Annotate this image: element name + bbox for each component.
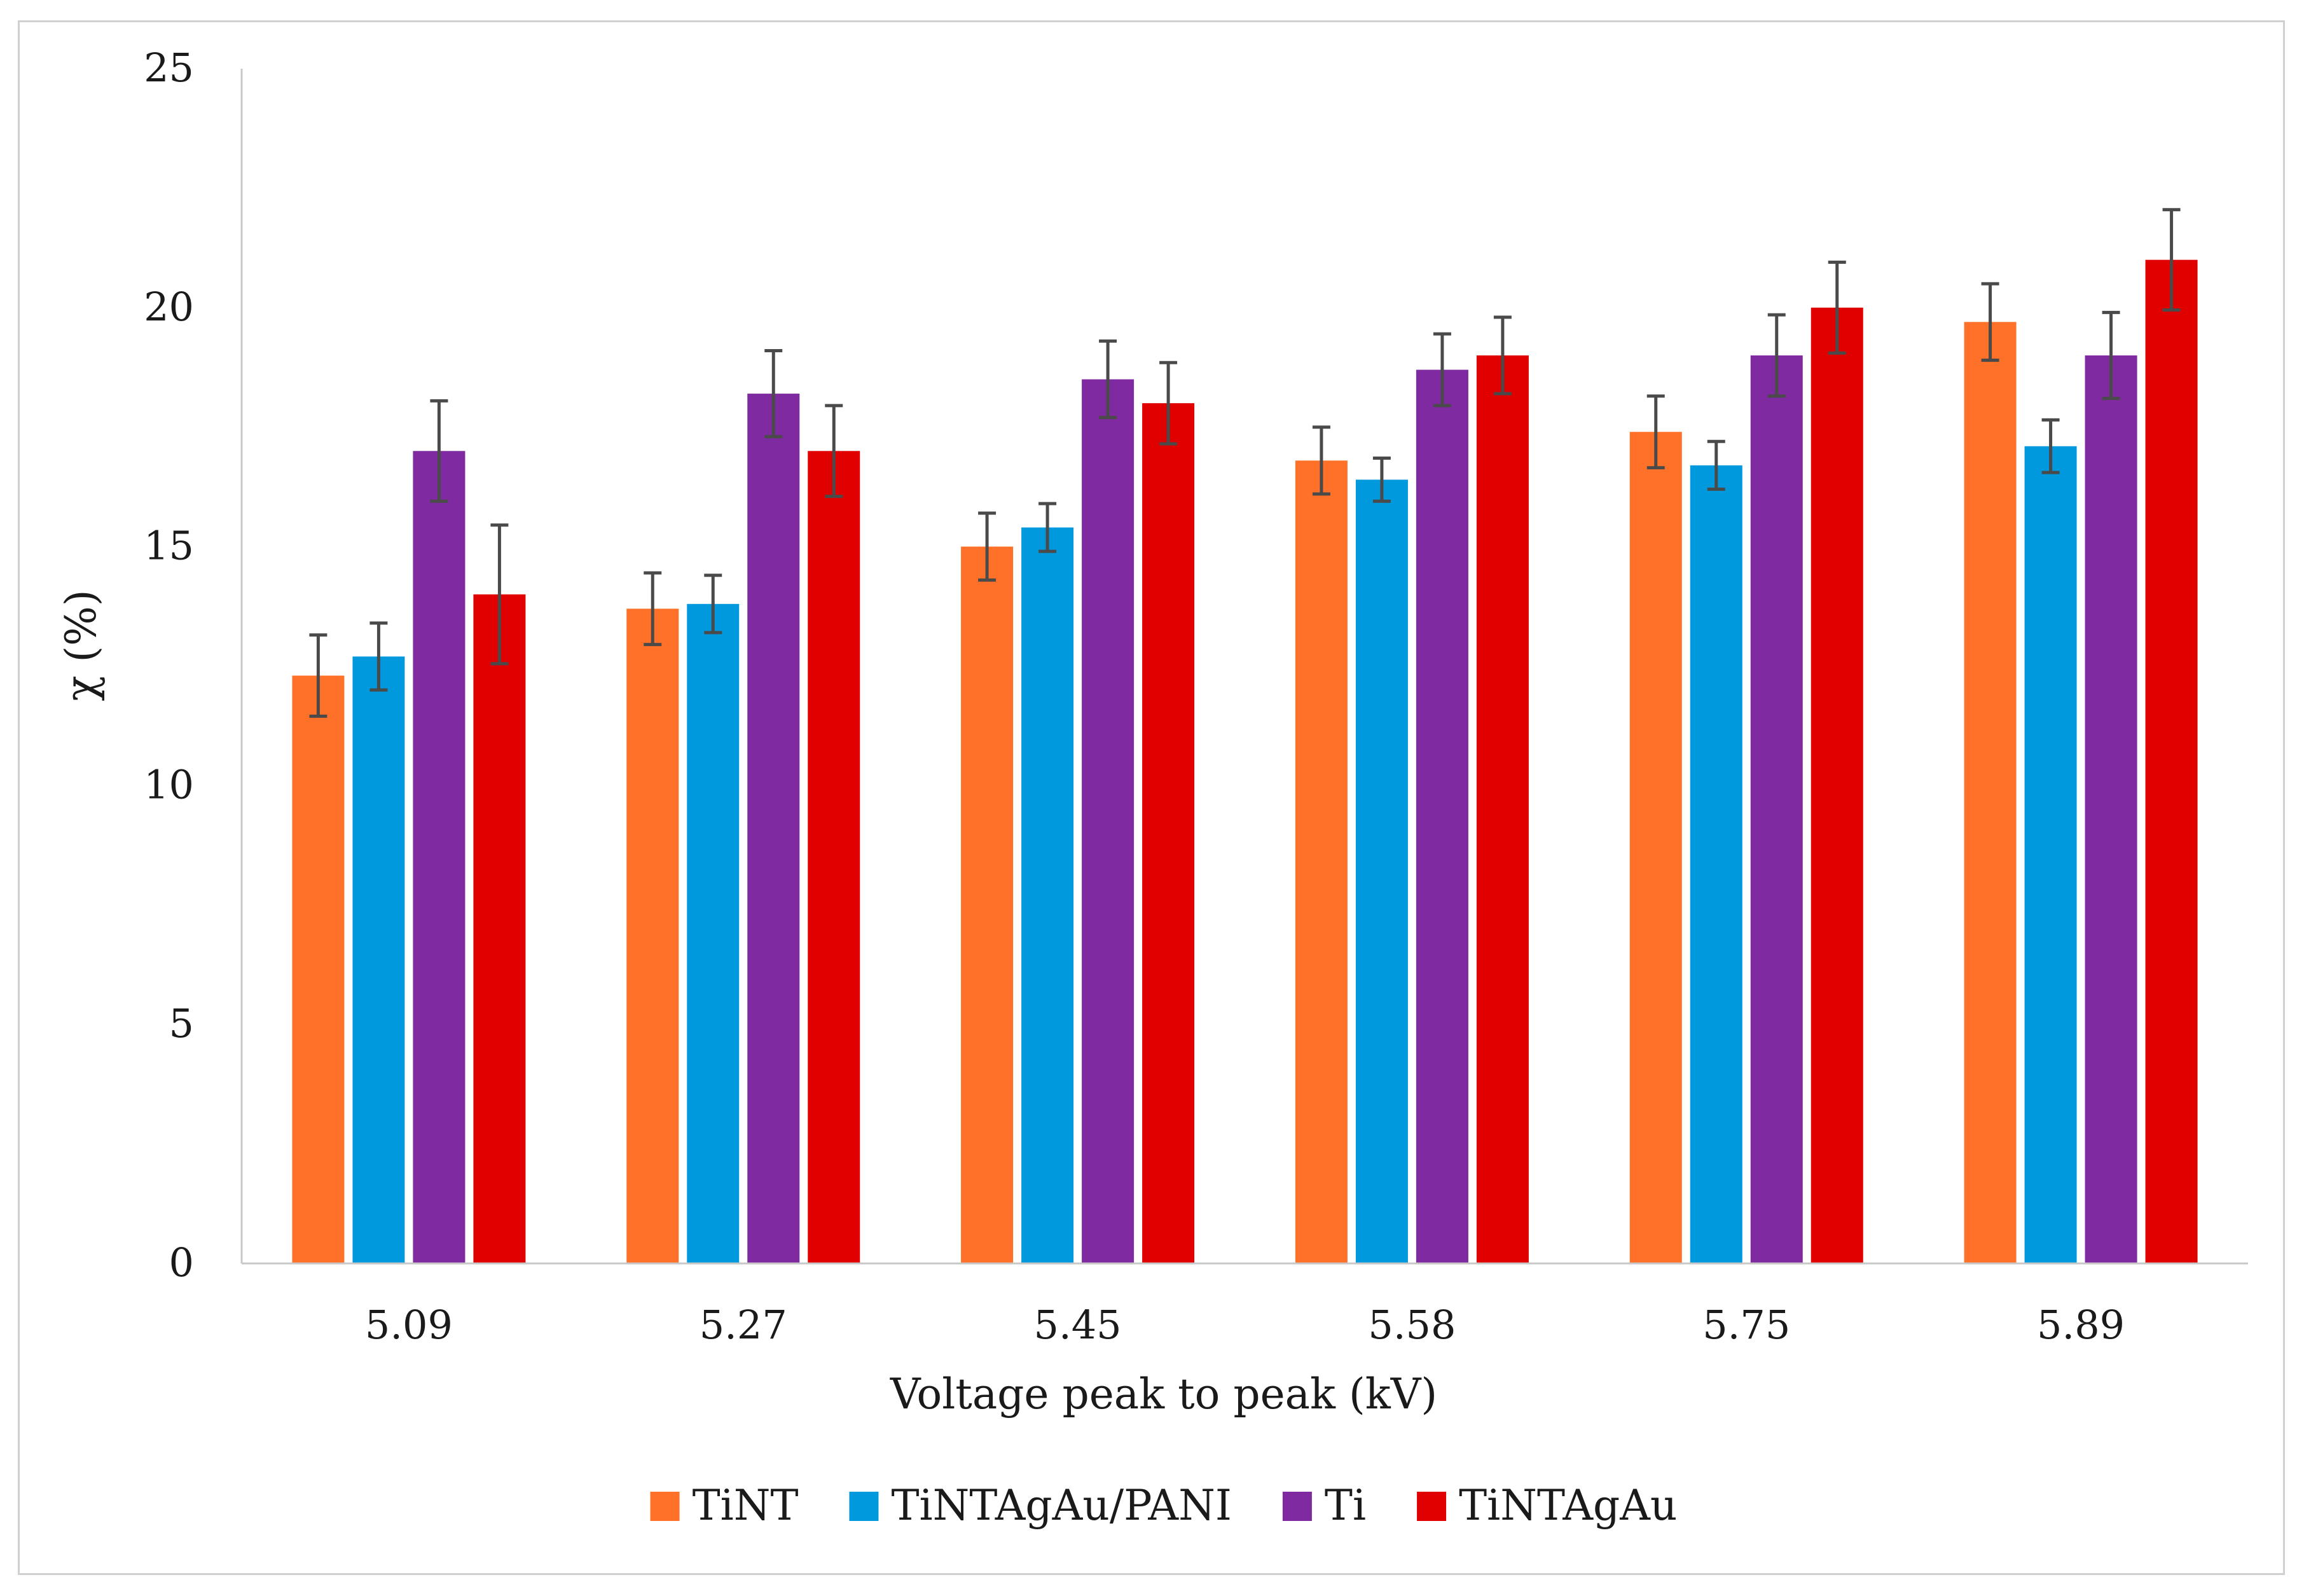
y-axis-title: χ (%) bbox=[57, 589, 106, 701]
legend-label: TiNTAgAu bbox=[1459, 1481, 1677, 1530]
legend-label: TiNT bbox=[693, 1481, 799, 1530]
legend-swatch bbox=[849, 1492, 879, 1521]
bar bbox=[413, 451, 466, 1263]
error-bar bbox=[1099, 339, 1117, 420]
bar bbox=[808, 451, 860, 1263]
x-tick-label: 5.45 bbox=[1034, 1302, 1122, 1348]
legend-item: TiNT bbox=[650, 1481, 799, 1530]
bar bbox=[292, 675, 345, 1263]
bar bbox=[1964, 322, 2017, 1263]
error-bar bbox=[1646, 394, 1665, 470]
legend: TiNT TiNTAgAu/PANI Ti TiNTAgAu bbox=[650, 1481, 1677, 1530]
legend-item: TiNTAgAu/PANI bbox=[849, 1481, 1232, 1530]
error-bar bbox=[704, 574, 722, 635]
legend-swatch bbox=[1282, 1492, 1312, 1521]
error-bar bbox=[309, 633, 328, 718]
x-axis-ticks: 5.09 5.27 5.45 5.58 5.75 5.89 bbox=[365, 1302, 2125, 1348]
bar bbox=[1355, 479, 1408, 1263]
error-bar bbox=[1981, 282, 1999, 362]
bar bbox=[2085, 355, 2137, 1264]
legend-swatch bbox=[650, 1492, 680, 1521]
bar bbox=[1629, 432, 1682, 1263]
bar bbox=[2024, 446, 2077, 1264]
error-bar bbox=[430, 399, 448, 503]
y-axis-ticks: 0 5 10 15 20 25 bbox=[144, 45, 194, 1286]
legend-item: TiNTAgAu bbox=[1417, 1481, 1677, 1530]
bar bbox=[1295, 460, 1348, 1263]
bar bbox=[1690, 465, 1742, 1263]
legend-label: Ti bbox=[1325, 1481, 1366, 1530]
bar bbox=[1811, 307, 1863, 1263]
bar bbox=[1082, 379, 1135, 1263]
error-bar bbox=[1433, 332, 1451, 408]
error-bar bbox=[1828, 260, 1846, 355]
error-bar bbox=[825, 404, 843, 499]
y-tick-label: 5 bbox=[169, 1000, 194, 1047]
error-bar bbox=[369, 621, 388, 692]
bar bbox=[1142, 403, 1195, 1263]
error-bar bbox=[1159, 361, 1178, 446]
y-tick-label: 0 bbox=[169, 1239, 194, 1286]
bar bbox=[1476, 355, 1529, 1264]
y-tick-label: 20 bbox=[144, 284, 194, 330]
x-tick-label: 5.27 bbox=[700, 1302, 787, 1348]
y-tick-label: 15 bbox=[144, 523, 194, 569]
bar bbox=[1750, 355, 1803, 1264]
legend-item: Ti bbox=[1282, 1481, 1366, 1530]
error-bar bbox=[1038, 502, 1057, 553]
bar bbox=[1021, 527, 1074, 1263]
error-bar bbox=[1372, 457, 1391, 503]
x-axis-title: Voltage peak to peak (kV) bbox=[890, 1370, 1437, 1419]
bar bbox=[352, 656, 405, 1263]
legend-label: TiNTAgAu/PANI bbox=[891, 1481, 1231, 1530]
bars bbox=[292, 259, 2198, 1264]
error-bar bbox=[1312, 425, 1330, 496]
error-bar bbox=[978, 511, 997, 582]
error-bar bbox=[1767, 313, 1786, 398]
x-tick-label: 5.58 bbox=[1368, 1302, 1456, 1348]
error-bar bbox=[2162, 208, 2181, 312]
error-bar bbox=[644, 571, 662, 647]
x-tick-label: 5.89 bbox=[2037, 1302, 2125, 1348]
bar bbox=[961, 546, 1014, 1263]
x-tick-label: 5.09 bbox=[365, 1302, 453, 1348]
error-bar bbox=[1707, 439, 1725, 491]
error-bars bbox=[309, 208, 2181, 718]
error-bar bbox=[1493, 315, 1512, 396]
bar bbox=[2145, 259, 2198, 1263]
error-bar bbox=[490, 523, 509, 666]
error-bar bbox=[2041, 418, 2060, 474]
bar bbox=[1416, 369, 1468, 1263]
bar bbox=[473, 594, 526, 1263]
error-bar bbox=[764, 348, 783, 439]
legend-swatch bbox=[1417, 1492, 1447, 1521]
bar bbox=[687, 603, 740, 1263]
bar bbox=[626, 609, 679, 1263]
y-tick-label: 25 bbox=[144, 45, 194, 91]
x-tick-label: 5.75 bbox=[1702, 1302, 1790, 1348]
bar bbox=[747, 394, 800, 1263]
y-tick-label: 10 bbox=[144, 761, 194, 808]
error-bar bbox=[2102, 310, 2120, 401]
